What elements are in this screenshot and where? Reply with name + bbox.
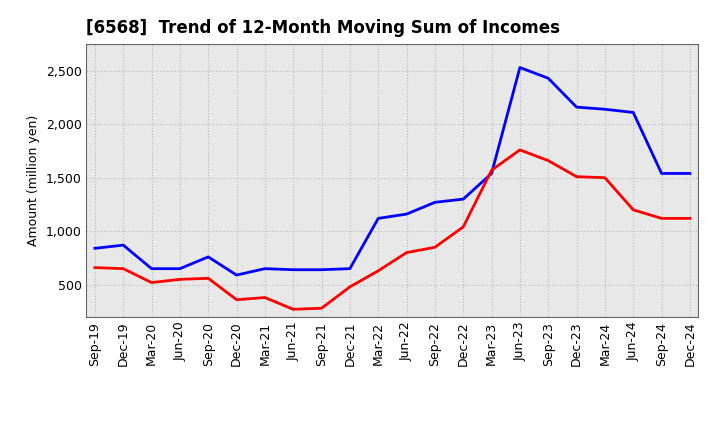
Line: Ordinary Income: Ordinary Income [95, 67, 690, 275]
Ordinary Income [176, 266, 184, 271]
Net Income [204, 275, 212, 281]
Line: Net Income: Net Income [95, 150, 690, 309]
Net Income [431, 245, 439, 250]
Ordinary Income [402, 212, 411, 217]
Ordinary Income [233, 272, 241, 278]
Net Income [148, 280, 156, 285]
Y-axis label: Amount (million yen): Amount (million yen) [27, 115, 40, 246]
Ordinary Income [148, 266, 156, 271]
Net Income [516, 147, 524, 153]
Net Income [487, 168, 496, 173]
Net Income [685, 216, 694, 221]
Ordinary Income [657, 171, 666, 176]
Net Income [402, 250, 411, 255]
Ordinary Income [346, 266, 354, 271]
Ordinary Income [487, 171, 496, 176]
Ordinary Income [544, 76, 552, 81]
Net Income [233, 297, 241, 302]
Ordinary Income [289, 267, 297, 272]
Net Income [657, 216, 666, 221]
Ordinary Income [119, 242, 127, 248]
Net Income [289, 307, 297, 312]
Ordinary Income [374, 216, 382, 221]
Text: [6568]  Trend of 12-Month Moving Sum of Incomes: [6568] Trend of 12-Month Moving Sum of I… [86, 19, 560, 37]
Ordinary Income [600, 106, 609, 112]
Net Income [346, 284, 354, 290]
Ordinary Income [629, 110, 637, 115]
Ordinary Income [459, 197, 467, 202]
Net Income [374, 268, 382, 273]
Net Income [318, 306, 326, 311]
Net Income [600, 175, 609, 180]
Net Income [261, 295, 269, 300]
Ordinary Income [572, 104, 581, 110]
Ordinary Income [431, 200, 439, 205]
Ordinary Income [91, 246, 99, 251]
Net Income [544, 158, 552, 163]
Ordinary Income [318, 267, 326, 272]
Ordinary Income [261, 266, 269, 271]
Net Income [119, 266, 127, 271]
Net Income [629, 207, 637, 213]
Ordinary Income [516, 65, 524, 70]
Ordinary Income [204, 254, 212, 260]
Net Income [572, 174, 581, 179]
Net Income [91, 265, 99, 270]
Net Income [176, 277, 184, 282]
Net Income [459, 224, 467, 230]
Ordinary Income [685, 171, 694, 176]
